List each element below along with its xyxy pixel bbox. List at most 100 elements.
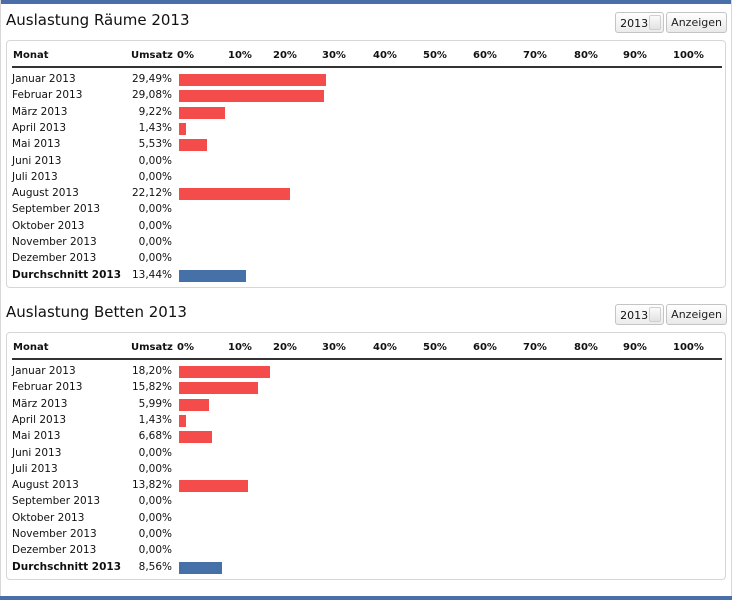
top-accent-bar bbox=[0, 0, 732, 4]
occupancy-value: 0,00% bbox=[138, 203, 172, 216]
average-bar bbox=[179, 269, 247, 282]
month-label: Dezember 2013 bbox=[12, 252, 97, 265]
show-button[interactable]: Anzeigen bbox=[666, 304, 727, 325]
table-row: September 2013 0,00% bbox=[7, 493, 727, 509]
frame-left bbox=[0, 0, 1, 600]
occupancy-bar bbox=[179, 188, 290, 201]
occupancy-value: 29,08% bbox=[131, 89, 172, 102]
occupancy-value: 0,00% bbox=[138, 154, 172, 167]
scale-tick-label: 10% bbox=[228, 50, 252, 61]
month-label: März 2013 bbox=[12, 397, 68, 410]
scale-tick-label: 60% bbox=[473, 50, 497, 61]
occupancy-value: 22,12% bbox=[131, 187, 172, 200]
month-label: Oktober 2013 bbox=[12, 219, 85, 232]
occupancy-value: 13,82% bbox=[131, 479, 172, 492]
month-label: April 2013 bbox=[12, 121, 67, 134]
month-label: März 2013 bbox=[12, 105, 68, 118]
month-label: November 2013 bbox=[12, 528, 97, 540]
header-divider bbox=[12, 358, 722, 360]
average-value: 8,56% bbox=[138, 560, 172, 573]
year-select-value: 2013 bbox=[620, 17, 649, 30]
occupancy-bar bbox=[179, 382, 259, 395]
occupancy-value: 9,22% bbox=[138, 105, 172, 118]
month-label: Oktober 2013 bbox=[12, 511, 85, 524]
header-value: Umsatz bbox=[131, 342, 173, 353]
occupancy-bar bbox=[179, 414, 187, 427]
month-label: Dezember 2013 bbox=[12, 544, 97, 557]
occupancy-value: 29,49% bbox=[131, 73, 172, 85]
occupancy-value: 0,00% bbox=[138, 528, 172, 540]
occupancy-section-2: Auslastung Betten 2013 2013 Anzeigen Mon… bbox=[0, 303, 732, 583]
month-label: April 2013 bbox=[12, 413, 67, 426]
table-row: August 2013 22,12% bbox=[7, 185, 727, 201]
month-label: August 2013 bbox=[12, 187, 79, 200]
occupancy-bar bbox=[179, 106, 226, 119]
scale-tick-label: 30% bbox=[322, 50, 346, 61]
scale-tick-label: 20% bbox=[273, 342, 297, 353]
table-row: März 2013 9,22% bbox=[7, 104, 727, 120]
header-divider bbox=[12, 66, 722, 68]
table-row: Oktober 2013 0,00% bbox=[7, 218, 727, 234]
year-select[interactable]: 2013 bbox=[615, 304, 665, 325]
table-row: Juni 2013 0,00% bbox=[7, 445, 727, 461]
section-title: Auslastung Betten 2013 bbox=[6, 303, 187, 321]
table-row: August 2013 13,82% bbox=[7, 477, 727, 493]
average-bar bbox=[179, 561, 222, 574]
month-label: Mai 2013 bbox=[12, 138, 61, 151]
scale-tick-label: 50% bbox=[423, 342, 447, 353]
month-label: Februar 2013 bbox=[12, 89, 83, 102]
occupancy-bar bbox=[179, 366, 270, 378]
table-row: Mai 2013 5,53% bbox=[7, 136, 727, 152]
table-row: Juni 2013 0,00% bbox=[7, 153, 727, 169]
header-value: Umsatz bbox=[131, 50, 173, 61]
table-header: Monat Umsatz 0% 10% 20% 30% 40% 50% 60% 70% 80% 9… bbox=[7, 333, 727, 360]
table-row: Dezember 2013 0,00% bbox=[7, 542, 727, 558]
scale-tick-label: 80% bbox=[574, 50, 598, 61]
year-select-arrow-icon[interactable] bbox=[649, 307, 662, 322]
month-label: Januar 2013 bbox=[12, 73, 76, 85]
occupancy-value: 15,82% bbox=[131, 381, 172, 394]
table-header: Monat Umsatz 0% 10% 20% 30% 40% 50% 60% 70% 80% 9… bbox=[7, 41, 727, 68]
occupancy-value: 5,99% bbox=[138, 397, 172, 410]
occupancy-bar bbox=[179, 398, 209, 411]
scale-tick-label: 50% bbox=[423, 50, 447, 61]
table-row: April 2013 1,43% bbox=[7, 412, 727, 428]
month-label: Mai 2013 bbox=[12, 430, 61, 443]
scale-tick-label: 90% bbox=[623, 342, 647, 353]
table-row: Januar 2013 18,20% bbox=[7, 363, 727, 379]
average-value: 13,44% bbox=[131, 268, 172, 281]
year-controls: 2013 Anzeigen bbox=[615, 12, 727, 33]
table-row: Februar 2013 15,82% bbox=[7, 379, 727, 395]
scale-tick-label: 30% bbox=[322, 342, 346, 353]
occupancy-value: 0,00% bbox=[138, 252, 172, 265]
header-month: Monat bbox=[13, 342, 49, 353]
scale-tick-label: 0% bbox=[177, 50, 194, 61]
table-row: Januar 2013 29,49% bbox=[7, 71, 727, 87]
month-label: Juli 2013 bbox=[12, 462, 58, 475]
occupancy-value: 0,00% bbox=[138, 170, 172, 183]
scale-tick-label: 80% bbox=[574, 342, 598, 353]
scale-tick-label: 100% bbox=[673, 50, 704, 61]
month-label: November 2013 bbox=[12, 236, 97, 248]
year-select[interactable]: 2013 bbox=[615, 12, 665, 33]
average-row: Durchschnitt 2013 8,56% bbox=[7, 559, 727, 575]
occupancy-value: 5,53% bbox=[138, 138, 172, 151]
occupancy-bar bbox=[179, 90, 325, 103]
table-row: Oktober 2013 0,00% bbox=[7, 510, 727, 526]
scale-tick-label: 10% bbox=[228, 342, 252, 353]
show-button[interactable]: Anzeigen bbox=[666, 12, 727, 33]
scale-tick-label: 20% bbox=[273, 50, 297, 61]
occupancy-bar bbox=[179, 122, 187, 135]
occupancy-section-1: Auslastung Räume 2013 2013 Anzeigen Mona… bbox=[0, 11, 732, 291]
table-row: November 2013 0,00% bbox=[7, 234, 727, 250]
table-row: Juli 2013 0,00% bbox=[7, 461, 727, 477]
table-row: April 2013 1,43% bbox=[7, 120, 727, 136]
average-label: Durchschnitt 2013 bbox=[12, 560, 122, 573]
year-select-arrow-icon[interactable] bbox=[649, 15, 662, 30]
average-row: Durchschnitt 2013 13,44% bbox=[7, 267, 727, 283]
table-row: Dezember 2013 0,00% bbox=[7, 250, 727, 266]
table-row: Februar 2013 29,08% bbox=[7, 87, 727, 103]
month-label: Juni 2013 bbox=[12, 446, 62, 459]
month-label: September 2013 bbox=[12, 495, 101, 508]
table-row: Juli 2013 0,00% bbox=[7, 169, 727, 185]
